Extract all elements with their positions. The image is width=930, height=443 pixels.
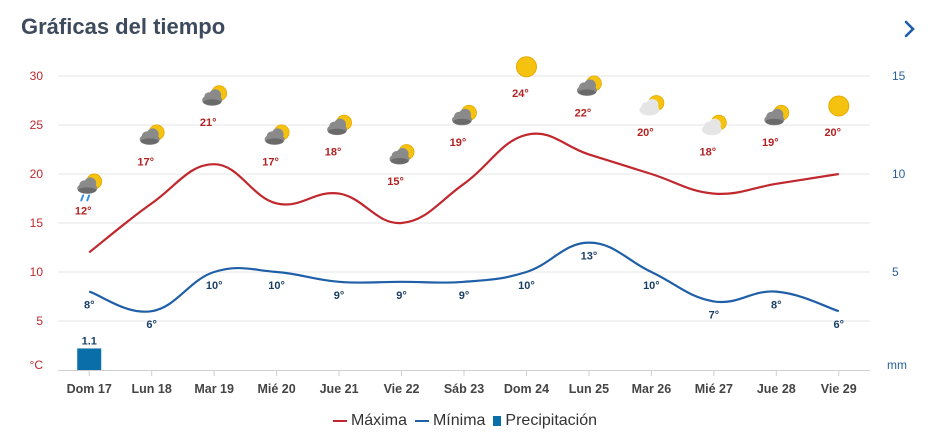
x-tick-label: Vie 22 [384,382,420,396]
min-data-label: 10° [268,280,285,292]
max-data-label: 19° [762,137,779,149]
min-data-label: 7° [709,309,720,321]
sun-icon [828,95,850,117]
series-line-min [88,241,840,313]
x-tick-label: Jue 21 [320,382,359,396]
y-right-tick-label: 5 [892,265,899,279]
y-left-unit: °C [30,358,44,372]
legend-label-precip: Precipitación [505,412,598,429]
x-tick-label: Dom 17 [67,382,112,396]
x-tick-label: Mié 20 [258,382,296,396]
page-title: Gráficas del tiempo [21,14,226,39]
min-data-label: 10° [206,280,223,292]
cloud-sun-icon [452,104,477,126]
x-tick-label: Lun 25 [569,382,609,396]
x-tick-label: Vie 29 [821,382,857,396]
x-tick-label: Lun 18 [132,382,172,396]
y-left-tick-label: 30 [30,69,44,83]
cloud-sun-icon [202,85,228,106]
x-tick-label: Sáb 23 [444,382,484,396]
min-data-label: 9° [334,290,345,302]
y-left-tick-label: 10 [30,265,44,279]
max-data-label: 19° [450,137,467,149]
max-data-label: 20° [637,127,654,139]
min-data-label: 9° [396,290,407,302]
precipitation-bar [77,348,102,370]
sun-cloud-light-icon [701,114,727,136]
sun-icon [515,56,537,78]
max-data-label: 15° [387,176,404,188]
cloud-sun-icon [576,75,602,96]
max-data-label: 12° [75,205,92,217]
y-right-tick-label: 10 [892,167,906,181]
legend-item-precip[interactable]: Precipitación [493,412,597,430]
legend-label-max: Máxima [350,412,407,429]
max-data-label: 22° [575,107,592,119]
max-data-label: 17° [262,156,279,168]
x-tick-label: Dom 24 [504,382,549,396]
sun-cloud-light-icon [639,95,665,116]
legend-swatch-precip [493,416,502,426]
y-left-tick-label: 15 [30,216,44,230]
max-data-label: 18° [700,147,717,159]
y-left-tick-label: 25 [30,118,44,132]
x-tick-label: Mar 26 [632,382,672,396]
cloud-sun-icon [264,124,290,145]
min-data-label: 9° [459,290,470,302]
y-right-unit: mm [887,358,907,372]
max-data-label: 17° [137,156,154,168]
y-left-tick-label: 20 [30,167,44,181]
x-tick-label: Mar 19 [194,382,234,396]
max-data-label: 24° [512,88,529,100]
chart-legend: Máxima Mínima Precipitación [0,412,930,430]
max-data-label: 18° [325,147,342,159]
legend-label-min: Mínima [432,412,486,429]
y-right-tick-label: 15 [892,69,906,83]
min-data-label: 10° [518,280,535,292]
weather-chart: 5 10 15 20 25 30 °C 5 10 15 mm Dom 17 Lun 18 Mar 19 Mi… [30,56,907,396]
cloud-sun-icon [327,114,352,136]
y-left-tick-label: 5 [36,314,43,328]
x-tick-label: Jue 28 [757,382,796,396]
chevron-right-icon[interactable] [898,17,922,41]
max-data-label: 20° [824,127,841,139]
legend-swatch-min [414,420,429,422]
legend-item-min[interactable]: Mínima [414,412,486,430]
max-data-label: 21° [200,117,217,129]
min-data-label: 13° [581,251,598,263]
legend-item-max[interactable]: Máxima [332,412,407,430]
min-data-label: 8° [771,300,782,312]
series-line-max [88,132,839,254]
min-data-label: 6° [834,319,845,331]
min-data-label: 6° [146,319,157,331]
legend-swatch-max [332,420,347,422]
cloud-sun-icon [389,144,415,165]
rain-cloud-sun-icon [77,173,103,202]
precipitation-label: 1.1 [82,335,97,347]
cloud-sun-icon [764,104,790,126]
min-data-label: 8° [84,300,95,312]
cloud-sun-icon [139,124,165,145]
min-data-label: 10° [643,280,660,292]
x-tick-label: Mié 27 [695,382,733,396]
